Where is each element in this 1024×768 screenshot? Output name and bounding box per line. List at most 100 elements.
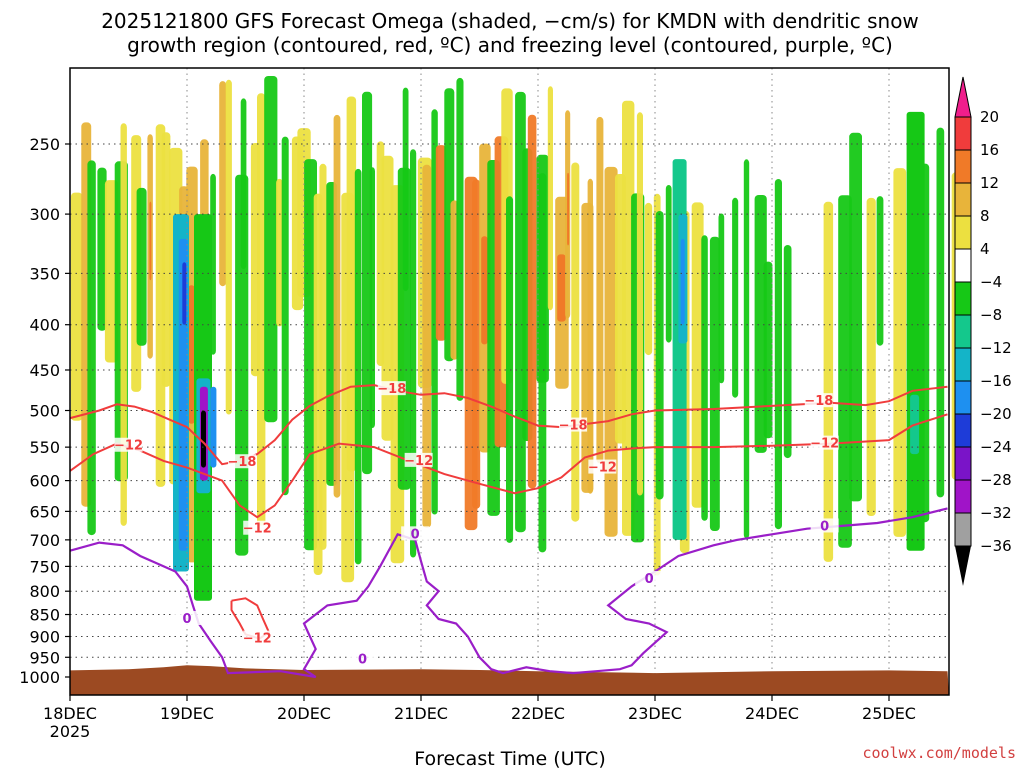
colorbar-swatch-4 — [954, 248, 972, 283]
label-m18-a: −18 — [227, 455, 256, 470]
omega-streak-11 — [161, 132, 171, 387]
colorbar-label-0: 20 — [980, 108, 999, 126]
omega-streak-49 — [450, 200, 459, 360]
plot-frame — [69, 67, 950, 696]
omega-core-9 — [149, 201, 152, 281]
x-tick-label-22DEC: 22DEC — [511, 704, 565, 723]
label-m12-d-bg — [588, 459, 617, 474]
label-frz-a-bg — [173, 611, 201, 626]
omega-streak-30 — [319, 163, 327, 550]
omega-shading-layer — [70, 76, 962, 601]
colorbar-swatch-0 — [954, 116, 972, 151]
x-year-label: 2025 — [50, 722, 91, 741]
dgz-contour-0 — [69, 384, 948, 466]
y-tick-label-350: 350 — [29, 264, 60, 283]
colorbar-label-12: −32 — [980, 504, 1012, 522]
omega-streak-81 — [701, 235, 708, 521]
omega-streak-42 — [402, 87, 409, 291]
omega-streak-78 — [665, 185, 672, 343]
omega-streak-17 — [219, 81, 227, 287]
x-tick-label-19DEC: 19DEC — [160, 704, 214, 723]
omega-core-14 — [188, 285, 195, 424]
omega-streak-39 — [381, 155, 394, 441]
omega-streak-68 — [587, 178, 593, 494]
label-frz-b-bg — [348, 651, 377, 666]
y-tick-label-900: 900 — [29, 627, 60, 646]
y-tick-label-450: 450 — [29, 361, 60, 380]
omega-streak-91 — [838, 195, 852, 548]
colorbar-swatch-1 — [954, 149, 972, 184]
omega-streak-62 — [538, 173, 547, 553]
x-tick-label-23DEC: 23DEC — [628, 704, 682, 723]
label-frz-e-bg — [810, 518, 839, 533]
label-frz-d-bg — [635, 570, 664, 585]
x-tick-label-18DEC: 18DEC — [43, 704, 97, 723]
y-tick-label-750: 750 — [29, 557, 60, 576]
colorbar-label-7: −12 — [980, 339, 1012, 357]
omega-core-column-2 — [182, 262, 187, 325]
label-m12-a: −12 — [114, 439, 143, 454]
omega-streak-34 — [346, 96, 357, 472]
omega-streak-0 — [70, 192, 83, 421]
omega-streak-83 — [718, 213, 725, 384]
omega-core-column-6 — [201, 410, 206, 468]
colorbar-label-9: −20 — [980, 405, 1012, 423]
label-frz-e: 0 — [820, 519, 829, 534]
label-m12-c: −12 — [404, 454, 433, 469]
label-m12-loop-bg — [243, 630, 272, 645]
x-tick-label-25DEC: 25DEC — [862, 704, 916, 723]
colorbar-label-4: 4 — [980, 240, 990, 258]
colorbar-bottom-arrow — [955, 546, 971, 586]
label-frz-a: 0 — [182, 612, 191, 627]
label-m12-a-bg — [114, 437, 143, 452]
colorbar-label-1: 16 — [980, 141, 999, 159]
omega-streak-6 — [120, 123, 127, 526]
y-tick-label-800: 800 — [29, 582, 60, 601]
colorbar-swatch-6 — [954, 314, 972, 349]
omega-streak-88 — [774, 179, 782, 530]
label-frz-d: 0 — [645, 572, 654, 587]
y-tick-label-700: 700 — [29, 531, 60, 550]
omega-streak-74 — [636, 112, 643, 496]
label-m12-c-bg — [404, 452, 433, 467]
y-tick-label-550: 550 — [29, 438, 60, 457]
omega-streak-70 — [604, 166, 618, 537]
y-tick-label-400: 400 — [29, 316, 60, 335]
credit-text: coolwx.com/models — [862, 744, 1016, 762]
omega-streak-22 — [257, 93, 266, 526]
colorbar-swatch-7 — [954, 347, 972, 382]
omega-streak-89 — [783, 245, 792, 459]
omega-streak-95 — [893, 168, 907, 537]
label-m18-b-bg — [377, 381, 406, 396]
label-frz-b: 0 — [358, 652, 367, 667]
omega-streak-92 — [849, 132, 862, 502]
chart-title-line1: 2025121800 GFS Forecast Omega (shaded, −… — [101, 9, 919, 33]
colorbar-swatch-8 — [954, 380, 972, 415]
colorbar-top-arrow — [954, 76, 972, 118]
y-axis: 250 300 350 400 450 500 550 600 650 700 750 800 850 9… — [19, 135, 70, 687]
omega-streak-82 — [709, 236, 720, 531]
omega-streak-66 — [571, 162, 580, 522]
omega-streak-52 — [472, 179, 481, 509]
colorbar-label-5: −4 — [980, 273, 1002, 291]
label-frz-c: 0 — [411, 527, 420, 542]
label-m18-c: −18 — [559, 419, 588, 434]
omega-streak-69 — [596, 116, 604, 464]
label-m12-loop: −12 — [243, 632, 272, 647]
colorbar-label-11: −28 — [980, 471, 1012, 489]
omega-streak-45 — [422, 164, 432, 528]
x-tick-label-24DEC: 24DEC — [745, 704, 799, 723]
label-m12-e-bg — [810, 435, 839, 450]
omega-core-column-10 — [680, 238, 685, 325]
omega-streak-47 — [435, 145, 447, 341]
y-tick-label-300: 300 — [29, 205, 60, 224]
y-tick-label-650: 650 — [29, 502, 60, 521]
label-m18-d-bg — [804, 393, 833, 408]
y-tick-label-600: 600 — [29, 472, 60, 491]
omega-streak-23 — [264, 76, 278, 423]
colorbar-label-13: −36 — [980, 537, 1012, 555]
omega-core-column-11 — [906, 111, 925, 551]
y-tick-label-950: 950 — [29, 648, 60, 667]
omega-streak-93 — [866, 197, 876, 516]
omega-streak-87 — [763, 261, 773, 439]
